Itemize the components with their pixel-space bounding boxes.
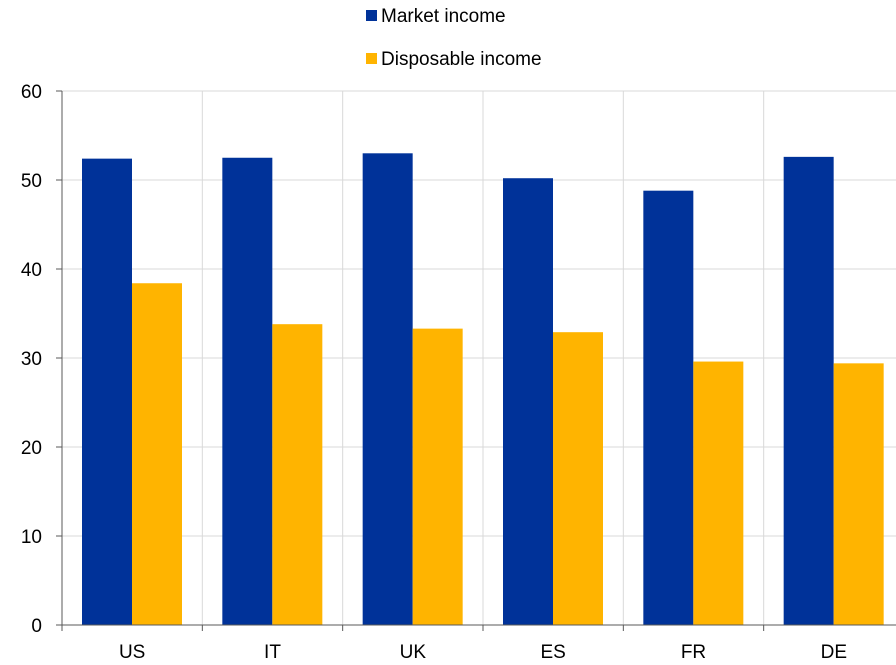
bar-disposable-income-es (553, 332, 603, 625)
bar-disposable-income-uk (412, 328, 463, 625)
bars (82, 153, 884, 626)
legend-swatch-disposable-income (366, 53, 377, 64)
bar-disposable-income-fr (693, 361, 744, 625)
x-tick-label: UK (400, 642, 427, 663)
bar-disposable-income-de (833, 363, 884, 625)
y-tick-label: 20 (21, 438, 42, 459)
legend-label-disposable-income: Disposable income (381, 49, 542, 70)
x-tick-label: FR (681, 642, 706, 663)
bar-market-income-fr (643, 190, 694, 625)
bar-disposable-income-us (132, 283, 182, 625)
legend-swatch-market-income (366, 10, 377, 21)
y-tick-label: 0 (31, 616, 42, 637)
bar-market-income-uk (362, 153, 413, 626)
x-axis-tick-labels: US IT UK ES FR DE (119, 642, 847, 663)
y-tick-label: 60 (21, 82, 42, 103)
axes (56, 90, 896, 631)
y-tick-label: 50 (21, 171, 42, 192)
bar-market-income-es (503, 178, 553, 625)
y-tick-label: 30 (21, 349, 42, 370)
y-tick-label: 10 (21, 527, 42, 548)
x-tick-label: DE (821, 642, 847, 663)
y-axis-tick-labels: 0 10 20 30 40 50 60 (21, 82, 42, 637)
x-tick-label: ES (540, 642, 565, 663)
x-tick-label: US (119, 642, 145, 663)
bar-market-income-it (222, 157, 273, 625)
bar-disposable-income-it (272, 324, 323, 625)
legend: Market income Disposable income (366, 6, 542, 70)
y-tick-label: 40 (21, 260, 42, 281)
x-tick-label: IT (264, 642, 281, 663)
legend-label-market-income: Market income (381, 6, 506, 27)
bar-market-income-de (783, 156, 834, 626)
gridlines (62, 90, 896, 625)
bar-market-income-us (82, 158, 132, 625)
